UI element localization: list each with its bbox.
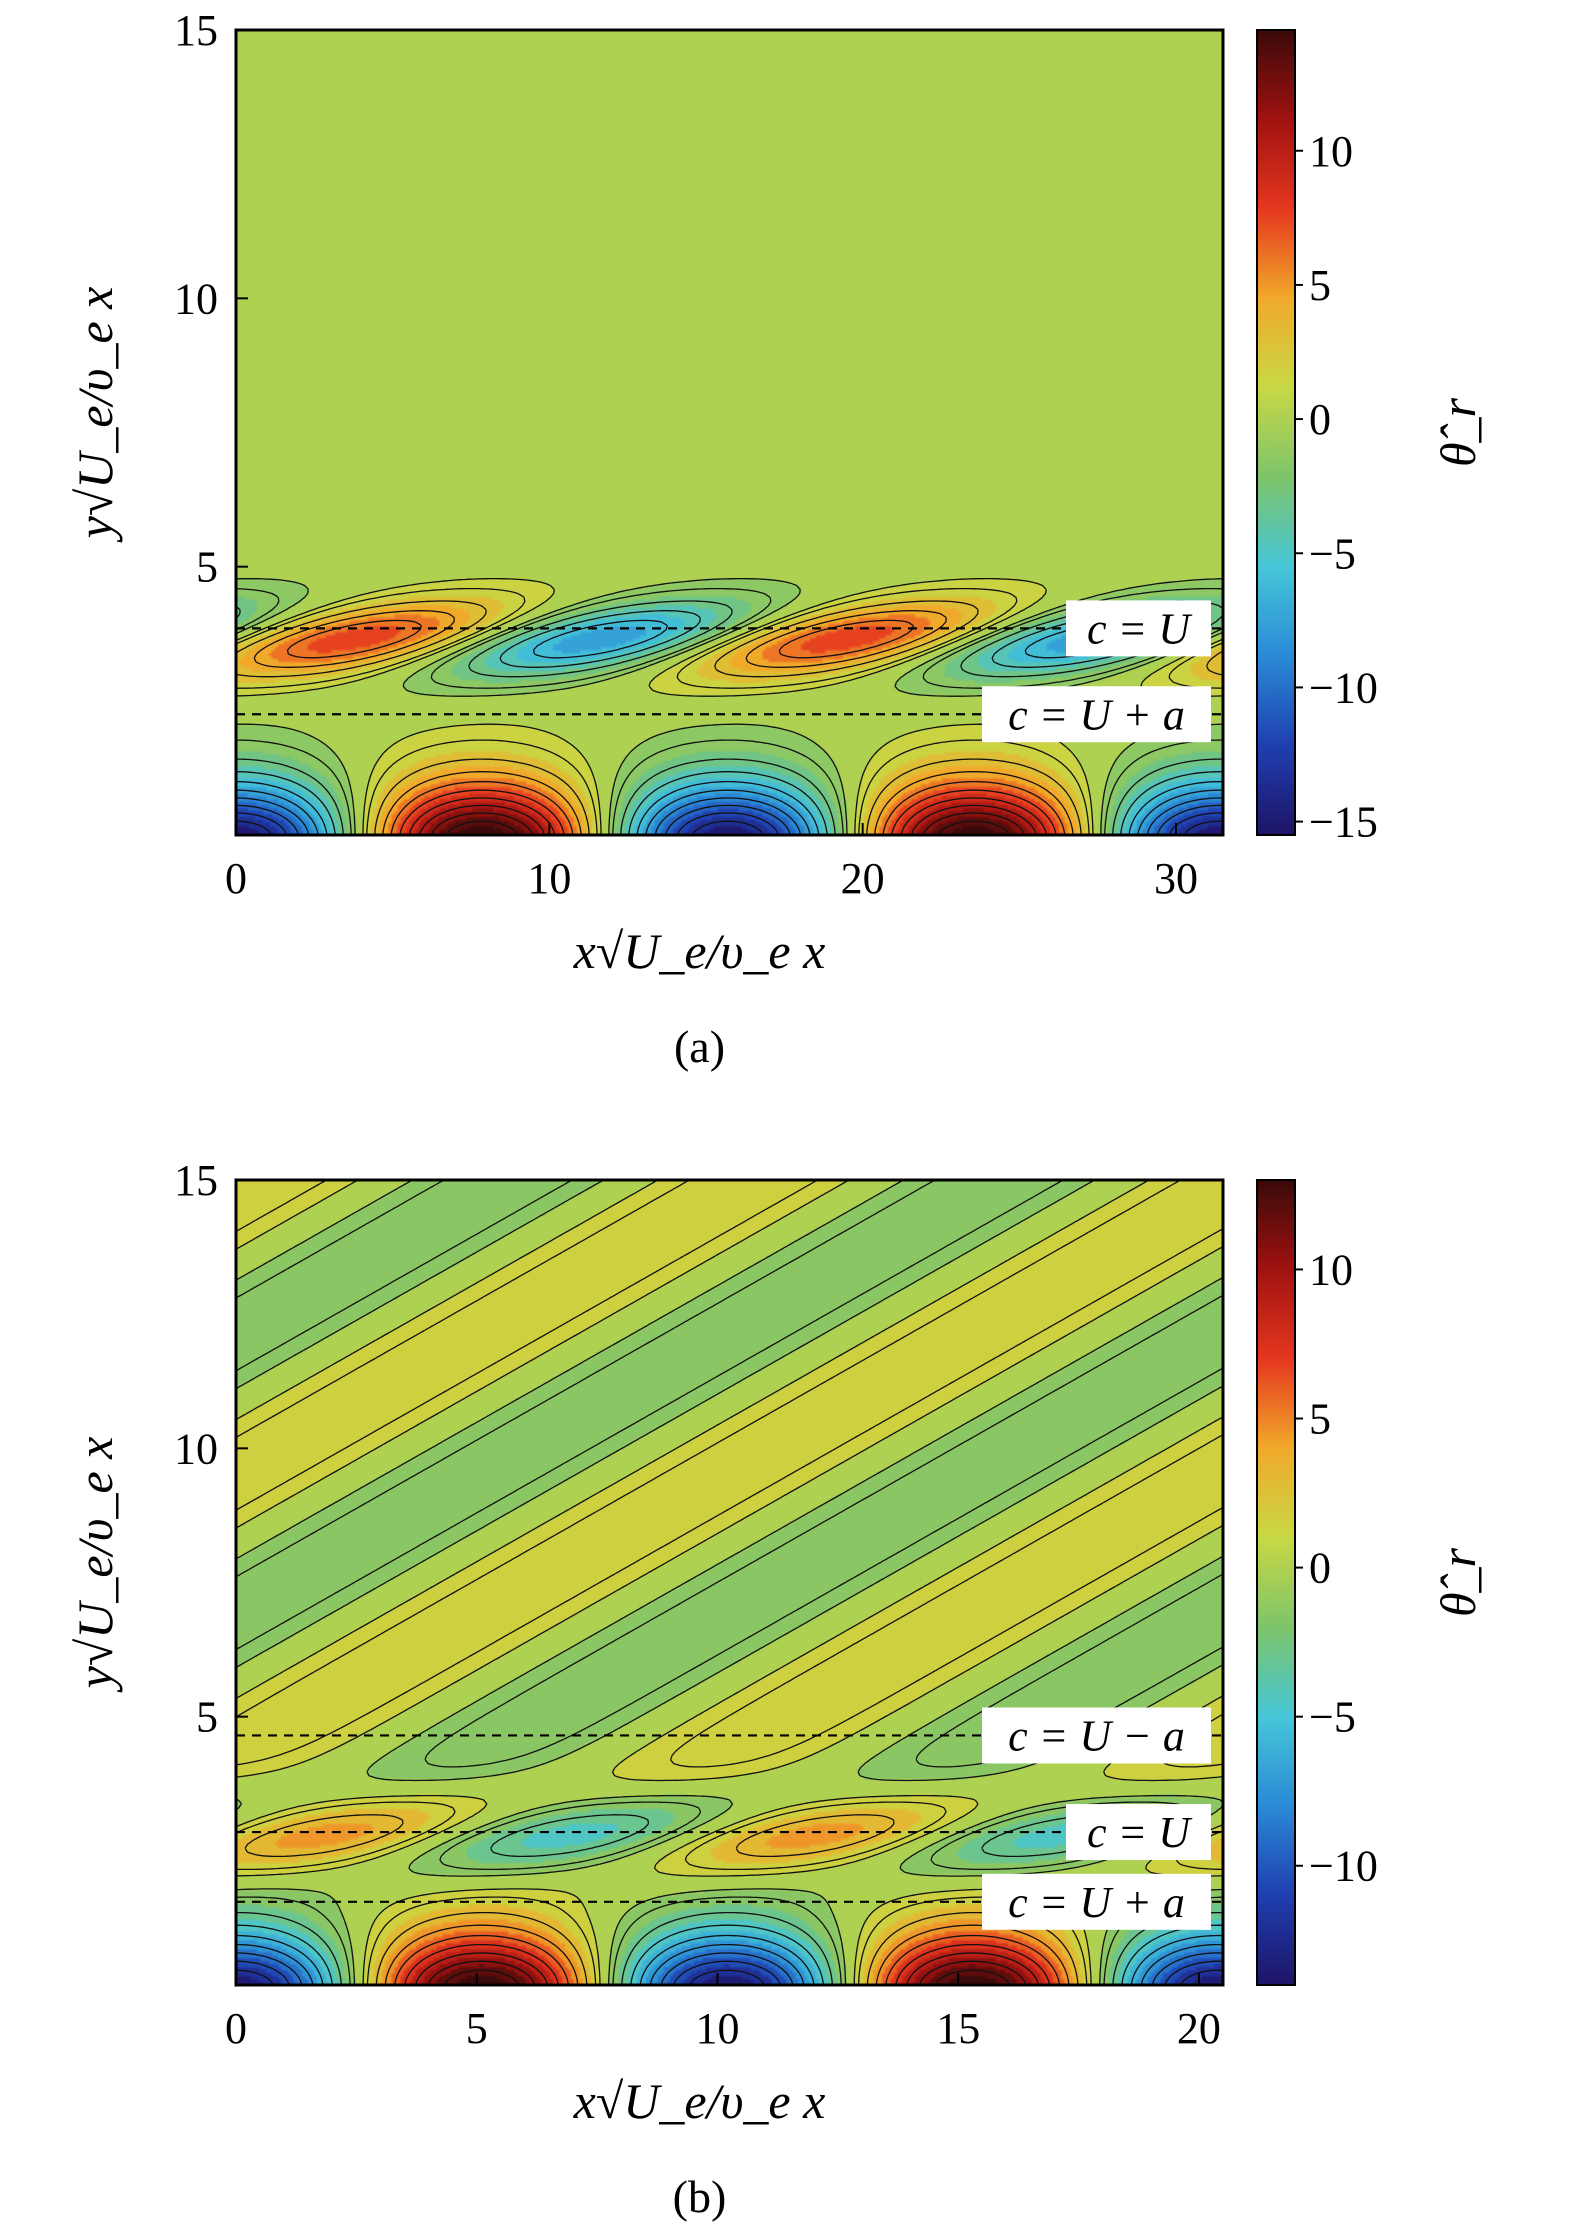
y-tick-label: 10 — [174, 1424, 218, 1473]
x-tick-label: 0 — [225, 2004, 247, 2053]
contour-line — [235, 1960, 1224, 1986]
colorbar-tick-label: 0 — [1309, 395, 1331, 444]
colorbar-tick-label: −15 — [1309, 798, 1378, 847]
contour-line — [236, 797, 1223, 836]
contour-line — [235, 820, 1223, 836]
reference-lines-a: c = U c = U + a — [236, 600, 1223, 743]
x-tick-label: 20 — [1177, 2004, 1221, 2053]
panel-caption: (b) — [673, 2171, 727, 2222]
colorbar-tick-label: 5 — [1309, 261, 1331, 310]
panel-a: c = U c = U + a 0 10 20 30 5 10 15 −15 −10 −5 0 5 1… — [67, 6, 1486, 1072]
contour-line — [446, 820, 1010, 836]
reference-label-box — [982, 1707, 1211, 1764]
contour-line — [427, 1960, 1027, 1986]
reference-label-box — [982, 1873, 1211, 1930]
contour-line — [235, 1952, 1224, 1986]
colorbar-tick-label: −10 — [1309, 1842, 1378, 1891]
reference-label: c = U — [1087, 1808, 1193, 1857]
contour-line — [236, 1943, 1223, 1986]
reference-label: c = U − a — [1008, 1711, 1185, 1760]
colorbar-tick-label: 0 — [1309, 1544, 1331, 1593]
reference-label: c = U — [1087, 604, 1193, 653]
y-tick-label: 15 — [174, 6, 218, 55]
axis-labels-b: x√U_e/υ_e x y√U_e/υ_e x θ̂_r (b) — [67, 1437, 1486, 2222]
panel-caption: (a) — [674, 1021, 725, 1072]
y-axis-label: y√U_e/υ_e x — [67, 1437, 123, 1694]
y-tick-label: 15 — [174, 1156, 218, 1205]
contour-lines-a — [235, 577, 1224, 836]
panel-b: c = U − a c = U c = U + a 0 5 10 15 20 5 10 15 −… — [67, 1156, 1486, 2222]
contour-line — [430, 812, 1025, 836]
y-tick-label: 10 — [174, 274, 218, 323]
contour-line — [399, 789, 1057, 836]
contour-line — [235, 1179, 1224, 1986]
reference-label: c = U + a — [1008, 690, 1185, 739]
contour-line — [235, 1179, 1224, 1986]
colorbar-tick-label: 10 — [1309, 1245, 1353, 1294]
plot-frame-b — [234, 1178, 1225, 1987]
colorbar-label: θ̂_r — [1430, 397, 1486, 467]
contour-lines-b — [235, 1179, 1224, 1986]
contour-line — [235, 600, 1224, 836]
x-tick-label: 30 — [1154, 854, 1198, 903]
contour-line — [235, 804, 1224, 836]
colorbar-tick-label: −5 — [1309, 529, 1356, 578]
contour-line — [404, 1943, 1051, 1986]
contour-line — [286, 619, 1066, 836]
x-axis-label: x√U_e/υ_e x — [573, 923, 826, 979]
contour-line — [235, 1969, 1224, 1986]
x-tick-label: 10 — [695, 2004, 739, 2053]
x-ticks-a: 0 10 20 30 — [225, 823, 1198, 903]
colorbar-tick-label: −5 — [1309, 1693, 1356, 1742]
contour-line — [415, 1952, 1040, 1986]
contour-line — [253, 610, 1074, 836]
reference-label-box — [1066, 600, 1211, 657]
colorbar-b: −10 −5 0 5 10 — [1256, 1179, 1378, 1986]
colorbar-tick-label: 5 — [1309, 1395, 1331, 1444]
x-tick-label: 20 — [841, 854, 885, 903]
contour-line — [236, 789, 1223, 836]
colorbar-tick-label: −10 — [1309, 663, 1378, 712]
contour-line — [443, 1969, 1011, 1986]
reference-label-box — [1066, 1804, 1211, 1861]
x-axis-label: x√U_e/υ_e x — [573, 2073, 826, 2129]
plot-frame-a — [234, 28, 1225, 837]
contour-line — [235, 1934, 1224, 1986]
y-ticks-b: 5 10 15 — [174, 1156, 248, 1742]
contour-line — [235, 812, 1223, 836]
x-tick-label: 15 — [936, 2004, 980, 2053]
colorbar-gradient — [1256, 29, 1296, 836]
axis-labels-a: x√U_e/υ_e x y√U_e/υ_e x θ̂_r (a) — [67, 287, 1486, 1072]
y-axis-label: y√U_e/υ_e x — [67, 287, 123, 544]
x-tick-label: 10 — [527, 854, 571, 903]
reference-label-box — [982, 686, 1211, 743]
contour-line — [235, 577, 1224, 836]
colorbar-tick-label: 10 — [1309, 127, 1353, 176]
reference-label: c = U + a — [1008, 1878, 1185, 1927]
contour-field-b — [236, 1180, 1223, 1985]
reference-lines-b: c = U − a c = U c = U + a — [236, 1707, 1223, 1930]
contour-line — [394, 1934, 1061, 1986]
colorbar-a: −15 −10 −5 0 5 10 — [1256, 29, 1378, 847]
contour-line — [408, 797, 1048, 836]
y-ticks-a: 5 10 15 — [174, 6, 248, 592]
x-tick-label: 5 — [466, 2004, 488, 2053]
contour-line — [384, 1924, 1070, 1986]
y-tick-label: 5 — [196, 1693, 218, 1742]
colorbar-label: θ̂_r — [1430, 1547, 1486, 1617]
contour-line — [419, 804, 1037, 836]
x-ticks-b: 0 5 10 15 20 — [225, 1973, 1221, 2053]
x-tick-label: 0 — [225, 854, 247, 903]
y-tick-label: 5 — [196, 543, 218, 592]
colorbar-gradient — [1256, 1179, 1296, 1986]
